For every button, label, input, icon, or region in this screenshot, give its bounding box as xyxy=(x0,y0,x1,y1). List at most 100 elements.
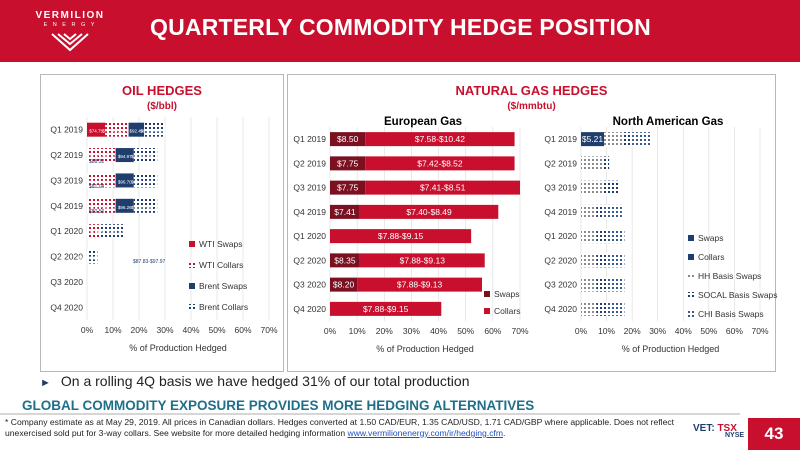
legend-swatch xyxy=(189,262,195,268)
data-label: $75.37-$86.62 xyxy=(87,205,117,210)
bar xyxy=(581,132,605,147)
y-tick-label: Q3 2020 xyxy=(293,280,326,290)
bar xyxy=(606,277,625,292)
oil-panel-subtitle: ($/bbl) xyxy=(147,101,177,112)
north-american-gas-chart: 0% 10% 20% 30% 40% 50% 60% 70% % of Production H… xyxy=(544,127,778,354)
x-tick-label: 50% xyxy=(208,325,225,335)
bar xyxy=(581,277,597,292)
data-label: $96.70 xyxy=(118,179,132,184)
y-tick-label: Q4 2020 xyxy=(293,304,326,314)
bar xyxy=(100,224,124,239)
bar xyxy=(105,122,129,137)
company-name: VERMILION xyxy=(35,10,105,21)
x-tick-label: 40% xyxy=(675,326,692,336)
x-axis-label: % of Production Hedged xyxy=(129,343,227,353)
data-label: $94.97 xyxy=(118,154,132,159)
data-label: $74.75 xyxy=(89,129,103,134)
x-tick-label: 60% xyxy=(726,326,743,336)
bar xyxy=(596,253,607,268)
bar xyxy=(606,301,625,316)
bar xyxy=(330,277,358,292)
gas-panel-subtitle: ($/mmbtu) xyxy=(507,101,556,112)
legend-label: SOCAL Basis Swaps xyxy=(698,290,778,300)
bar xyxy=(330,301,442,316)
european-gas-chart: 0% 10% 20% 30% 40% 50% 60% 70% % of Production H… xyxy=(293,127,529,354)
x-tick-label: 20% xyxy=(624,326,641,336)
y-tick-label: Q3 2019 xyxy=(544,183,577,193)
data-label: $5.21 xyxy=(582,134,604,144)
data-label: $7.88-$9.13 xyxy=(400,255,446,265)
bar xyxy=(581,301,597,316)
y-tick-label: Q2 2020 xyxy=(544,255,577,265)
hedging-info-link[interactable]: www.vermilionenergy.com/ir/hedging.cfm xyxy=(347,428,504,438)
data-label: $7.88-$9.13 xyxy=(397,280,443,290)
bar xyxy=(581,253,597,268)
legend-swatch xyxy=(189,283,195,289)
data-label: $7.40-$8.49 xyxy=(406,207,452,217)
x-tick-label: 0% xyxy=(575,326,588,336)
north-american-gas-title: North American Gas xyxy=(612,116,724,128)
legend-swatch xyxy=(189,304,195,310)
bar xyxy=(604,180,620,195)
bar xyxy=(596,277,607,292)
summary-bullet-text: On a rolling 4Q basis we have hedged 31%… xyxy=(60,373,470,389)
summary-bullet: ► On a rolling 4Q basis we have hedged 31… xyxy=(40,373,469,389)
x-tick-label: 40% xyxy=(182,325,199,335)
bar xyxy=(330,180,366,195)
bar xyxy=(115,173,134,188)
legend-label: Brent Collars xyxy=(199,302,248,312)
data-label: $86.24-$97.29 xyxy=(131,179,161,184)
legend-swatch xyxy=(189,241,195,247)
y-tick-label: Q2 2019 xyxy=(50,150,83,160)
bullet-arrow-icon: ► xyxy=(40,377,51,389)
bar xyxy=(359,204,499,219)
bar xyxy=(330,229,472,244)
y-tick-label: Q1 2019 xyxy=(293,134,326,144)
bar xyxy=(115,198,134,213)
bar xyxy=(596,229,607,244)
exchange-separator: : xyxy=(711,423,718,434)
bar xyxy=(144,122,165,137)
y-tick-label: Q3 2019 xyxy=(50,175,83,185)
bar xyxy=(330,156,366,171)
x-tick-label: 50% xyxy=(457,326,474,336)
oil-hedges-panel: OIL HEDGES ($/bbl) 0% 10% 20% 30% 40% 50% 60% 7… xyxy=(40,74,284,372)
bar xyxy=(87,148,116,163)
tsx-ticker: VET xyxy=(693,423,712,434)
oil-panel-title: OIL HEDGES xyxy=(122,83,202,98)
y-tick-label: Q2 2019 xyxy=(544,158,577,168)
data-label: $7.58-$10.42 xyxy=(415,134,465,144)
data-label: $7.88-$9.15 xyxy=(378,231,424,241)
bar xyxy=(87,198,116,213)
bar xyxy=(87,122,106,137)
legend-swatch xyxy=(484,291,490,297)
bar xyxy=(133,173,158,188)
y-tick-label: Q1 2020 xyxy=(293,231,326,241)
x-tick-label: 30% xyxy=(649,326,666,336)
x-tick-label: 20% xyxy=(376,326,393,336)
company-logo: VERMILION E N E R G Y xyxy=(22,6,118,56)
data-label: $8.35 xyxy=(334,255,356,265)
bar xyxy=(604,204,622,219)
legend-swatch xyxy=(484,308,490,314)
legend-label: WTI Collars xyxy=(199,260,243,270)
bar xyxy=(606,229,625,244)
footnote: * Company estimate as at May 29, 2019. A… xyxy=(5,417,685,439)
legend-label: Swaps xyxy=(698,233,724,243)
x-tick-label: 10% xyxy=(349,326,366,336)
footer-divider xyxy=(0,413,740,415)
exchange-badge: VET: TSX NYSE xyxy=(693,423,744,439)
gas-hedges-panel: NATURAL GAS HEDGES ($/mmbtu) European Ga… xyxy=(287,74,778,372)
bar xyxy=(581,229,597,244)
bar xyxy=(365,180,520,195)
data-annotation: $88.32 xyxy=(89,159,105,165)
data-label: $86.24-$97.38 xyxy=(131,205,161,210)
legend-label: Swaps xyxy=(494,289,520,299)
european-gas-title: European Gas xyxy=(384,116,462,128)
y-tick-label: Q1 2019 xyxy=(50,125,83,135)
x-tick-label: 30% xyxy=(156,325,173,335)
data-label: $71.30-$82.63 xyxy=(102,129,132,134)
data-label: $96.26 xyxy=(118,205,132,210)
bar xyxy=(330,132,366,147)
data-annotation: $80.50 xyxy=(89,209,105,215)
